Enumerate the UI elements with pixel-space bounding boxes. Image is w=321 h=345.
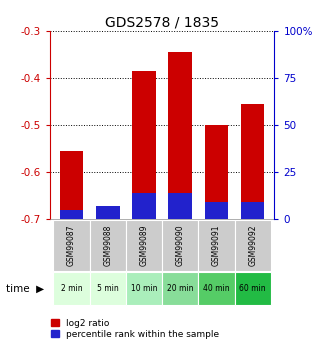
Legend: log2 ratio, percentile rank within the sample: log2 ratio, percentile rank within the s… [51, 318, 219, 339]
Text: time  ▶: time ▶ [6, 284, 45, 294]
Bar [198, 220, 235, 271]
Text: 2 min: 2 min [61, 284, 82, 293]
Text: 20 min: 20 min [167, 284, 194, 293]
Bar [90, 272, 126, 305]
Bar [126, 272, 162, 305]
Bar [132, 71, 156, 219]
Bar [90, 220, 126, 271]
Text: GSM99089: GSM99089 [140, 225, 149, 266]
Bar [162, 272, 198, 305]
Bar [169, 193, 192, 219]
Title: GDS2578 / 1835: GDS2578 / 1835 [105, 16, 219, 30]
Bar [205, 202, 228, 219]
Bar [198, 272, 235, 305]
Bar [162, 220, 198, 271]
Text: 40 min: 40 min [203, 284, 230, 293]
Bar [53, 220, 90, 271]
Text: 5 min: 5 min [97, 284, 119, 293]
Bar [235, 272, 271, 305]
Text: GSM99092: GSM99092 [248, 225, 257, 266]
Bar [126, 220, 162, 271]
Bar [96, 207, 119, 219]
Bar [53, 272, 90, 305]
Bar [169, 52, 192, 219]
Text: 60 min: 60 min [239, 284, 266, 293]
Bar [241, 104, 265, 219]
Text: GSM99087: GSM99087 [67, 225, 76, 266]
Bar [205, 125, 228, 219]
Bar [60, 151, 83, 219]
Bar [241, 202, 265, 219]
Text: 10 min: 10 min [131, 284, 157, 293]
Bar [235, 220, 271, 271]
Bar [132, 193, 156, 219]
Text: GSM99090: GSM99090 [176, 225, 185, 266]
Text: GSM99091: GSM99091 [212, 225, 221, 266]
Bar [96, 206, 119, 219]
Bar [60, 210, 83, 219]
Text: GSM99088: GSM99088 [103, 225, 112, 266]
